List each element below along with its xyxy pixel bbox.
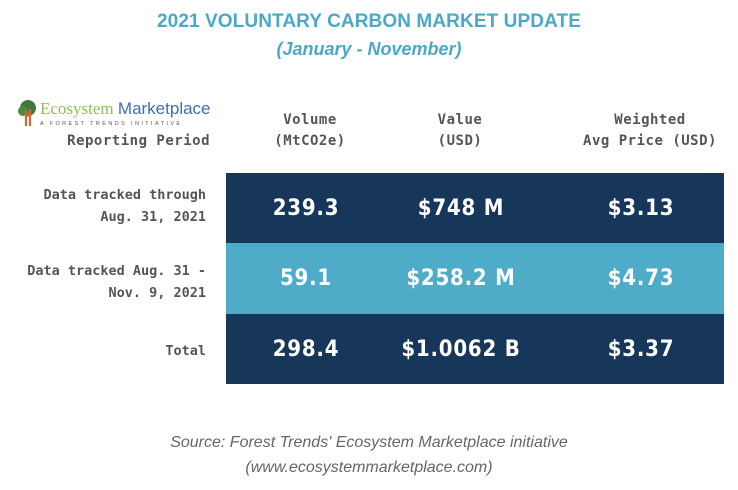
cell-value: $748 M xyxy=(417,195,505,221)
row-label-through-aug: Data tracked through Aug. 31, 2021 xyxy=(0,184,206,228)
row-label-line2: Nov. 9, 2021 xyxy=(108,285,206,301)
header-price: Weighted Avg Price (USD) xyxy=(560,110,738,152)
logo-wordmark: Ecosystem Marketplace xyxy=(40,99,211,119)
chart-title: 2021 VOLUNTARY CARBON MARKET UPDATE xyxy=(156,11,581,32)
row-label-aug-nov: Data tracked Aug. 31 - Nov. 9, 2021 xyxy=(0,260,206,304)
header-value-line2: (USD) xyxy=(437,133,483,149)
tree-icon xyxy=(18,100,36,126)
header-reporting-period: Reporting Period xyxy=(67,133,210,149)
logo-word-marketplace: Marketplace xyxy=(117,99,211,118)
source-line2: (www.ecosystemmarketplace.com) xyxy=(245,459,493,476)
chart-subtitle: (January - November) xyxy=(276,39,462,59)
cell-volume: 239.3 xyxy=(272,195,340,221)
row-label-line2: Aug. 31, 2021 xyxy=(100,209,206,225)
row-label-total: Total xyxy=(0,340,206,362)
data-table: 239.3 $748 M $3.13 59.1 $258.2 M $4.73 2… xyxy=(226,173,724,384)
cell-value: $258.2 M xyxy=(406,266,516,291)
header-value: Value (USD) xyxy=(400,110,520,152)
ecosystem-marketplace-logo: Ecosystem Marketplace A FOREST TRENDS IN… xyxy=(18,99,218,129)
header-value-line1: Value xyxy=(437,112,483,128)
source-note: Source: Forest Trends' Ecosystem Marketp… xyxy=(0,430,738,480)
header-volume: Volume (MtCO2e) xyxy=(250,110,370,152)
cell-price: $3.37 xyxy=(607,336,675,362)
logo-word-ecosystem: Ecosystem xyxy=(40,99,114,118)
cell-value: $1.0062 B xyxy=(401,336,521,362)
table-row: 59.1 $258.2 M $4.73 xyxy=(226,243,724,314)
header-volume-line2: (MtCO2e) xyxy=(274,133,346,149)
cell-price: $3.13 xyxy=(607,195,675,221)
header-price-line1: Weighted xyxy=(614,112,686,128)
table-row: 239.3 $748 M $3.13 xyxy=(226,173,724,243)
cell-volume: 298.4 xyxy=(272,336,340,362)
cell-price: $4.73 xyxy=(607,266,675,291)
logo-tagline: A FOREST TRENDS INITIATIVE xyxy=(40,121,183,127)
row-label-line1: Data tracked through xyxy=(43,187,206,203)
row-label-line1: Data tracked Aug. 31 - xyxy=(27,263,206,279)
table-row-total: 298.4 $1.0062 B $3.37 xyxy=(226,314,724,384)
header-volume-line1: Volume xyxy=(283,112,337,128)
cell-volume: 59.1 xyxy=(279,266,333,291)
source-line1: Source: Forest Trends' Ecosystem Marketp… xyxy=(170,434,568,451)
row-label-line1: Total xyxy=(165,343,206,359)
header-price-line2: Avg Price (USD) xyxy=(583,133,717,149)
